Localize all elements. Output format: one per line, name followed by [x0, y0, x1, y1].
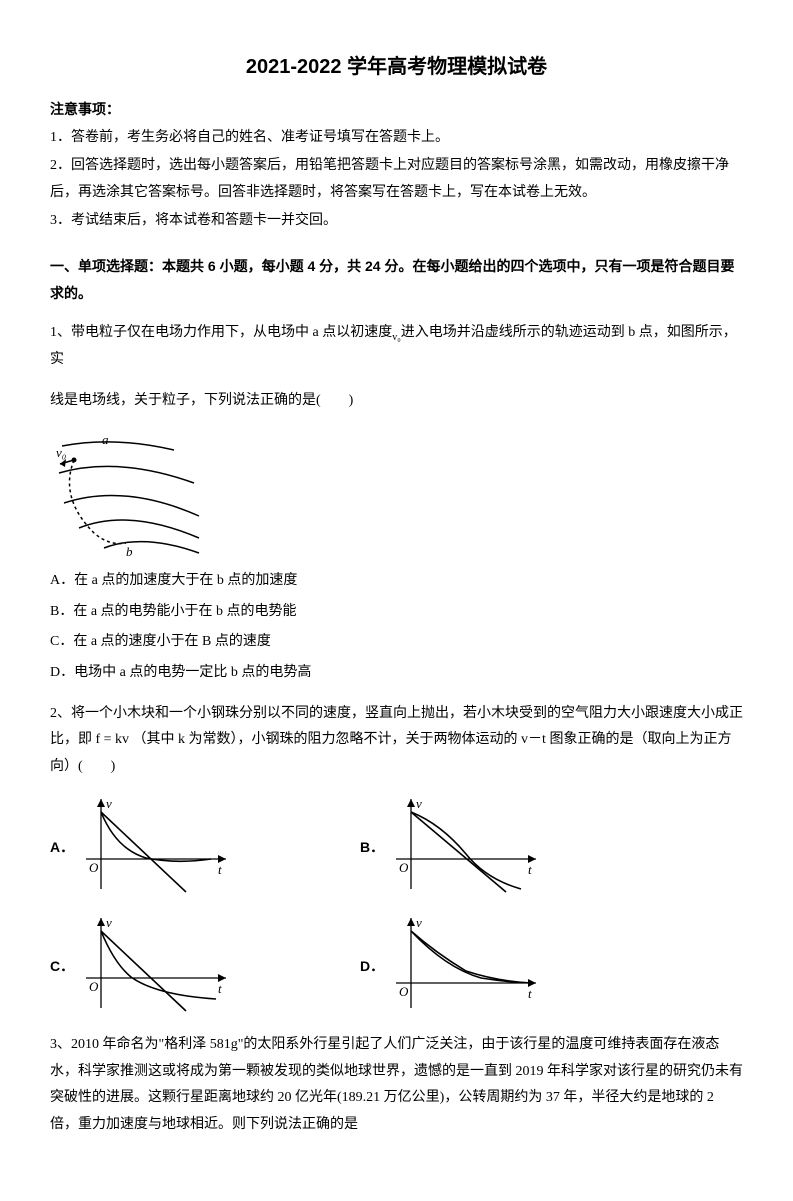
section-1-heading: 一、单项选择题：本题共 6 小题，每小题 4 分，共 24 分。在每小题给出的四…: [50, 253, 743, 306]
q1-v0: v₀: [392, 332, 401, 343]
q1-opt-c: C．在 a 点的速度小于在 B 点的速度: [50, 629, 743, 656]
svg-text:O: O: [89, 979, 99, 994]
svg-text:v: v: [416, 915, 422, 930]
question-1: 1、带电粒子仅在电场力作用下，从电场中 a 点以初速度v₀进入电场并沿虚线所示的…: [50, 320, 743, 686]
svg-text:O: O: [399, 984, 409, 999]
q2-label-a: A．: [50, 834, 70, 861]
q1-fig-label-b: b: [126, 544, 133, 558]
svg-text:v: v: [106, 796, 112, 811]
q1-fig-label-v0: v₀: [56, 445, 66, 460]
q2-fig-a: v t O: [76, 794, 231, 899]
svg-text:O: O: [89, 860, 99, 875]
svg-text:t: t: [218, 981, 222, 996]
svg-text:t: t: [528, 986, 532, 1001]
notice-heading: 注意事项：: [50, 96, 743, 123]
svg-text:v: v: [416, 796, 422, 811]
notice-2: 2．回答选择题时，选出每小题答案后，用铅笔把答题卡上对应题目的答案标号涂黑，如需…: [50, 153, 743, 206]
q2-label-c: C．: [50, 953, 70, 980]
q1-line1: 1、带电粒子仅在电场力作用下，从电场中 a 点以初速度v₀进入电场并沿虚线所示的…: [50, 320, 743, 373]
q2-fig-b: v t O: [386, 794, 541, 899]
q1-figure: a b v₀: [54, 428, 743, 558]
q1-options: A．在 a 点的加速度大于在 b 点的加速度 B．在 a 点的电势能小于在 b …: [50, 568, 743, 686]
q1-opt-a: A．在 a 点的加速度大于在 b 点的加速度: [50, 568, 743, 595]
q3-text: 3、2010 年命名为"格利泽 581g"的太阳系外行星引起了人们广泛关注，由于…: [50, 1032, 743, 1138]
q2-label-d: D．: [360, 953, 380, 980]
q2-fig-d: v t O: [386, 913, 541, 1018]
svg-text:O: O: [399, 860, 409, 875]
q2-row-2: C． v t O D． v t: [50, 913, 743, 1018]
notice-1: 1．答卷前，考生务必将自己的姓名、准考证号填写在答题卡上。: [50, 125, 743, 152]
instructions-block: 注意事项： 1．答卷前，考生务必将自己的姓名、准考证号填写在答题卡上。 2．回答…: [50, 96, 743, 235]
svg-text:t: t: [528, 862, 532, 877]
q1-opt-d: D．电场中 a 点的电势一定比 b 点的电势高: [50, 660, 743, 687]
q2-fig-c: v t O: [76, 913, 231, 1018]
question-3: 3、2010 年命名为"格利泽 581g"的太阳系外行星引起了人们广泛关注，由于…: [50, 1032, 743, 1138]
q1-fig-label-a: a: [102, 432, 109, 447]
q1-text-a: 1、带电粒子仅在电场力作用下，从电场中 a 点以初速度: [50, 325, 392, 340]
svg-text:v: v: [106, 915, 112, 930]
q1-opt-b: B．在 a 点的电势能小于在 b 点的电势能: [50, 599, 743, 626]
svg-text:t: t: [218, 862, 222, 877]
q2-text: 2、将一个小木块和一个小钢珠分别以不同的速度，竖直向上抛出，若小木块受到的空气阻…: [50, 701, 743, 781]
q2-row-1: A． v t O B． v t: [50, 794, 743, 899]
notice-3: 3．考试结束后，将本试卷和答题卡一并交回。: [50, 208, 743, 235]
q1-line2: 线是电场线，关于粒子，下列说法正确的是( ): [50, 388, 743, 415]
page-title: 2021-2022 学年高考物理模拟试卷: [50, 48, 743, 86]
q2-label-b: B．: [360, 834, 380, 861]
question-2: 2、将一个小木块和一个小钢珠分别以不同的速度，竖直向上抛出，若小木块受到的空气阻…: [50, 701, 743, 1019]
